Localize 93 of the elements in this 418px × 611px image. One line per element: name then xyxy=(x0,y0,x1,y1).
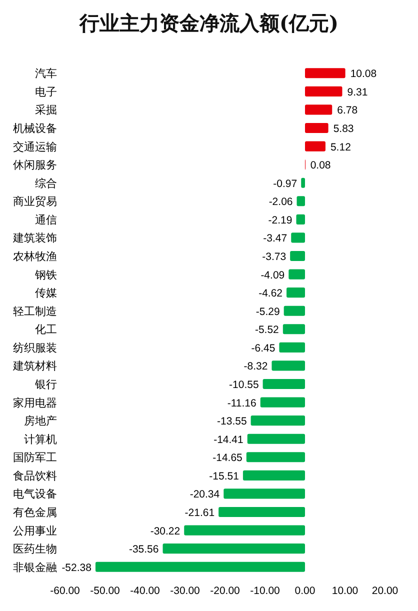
bar xyxy=(305,141,326,152)
data-label: -5.52 xyxy=(254,324,280,336)
bar xyxy=(291,232,305,243)
bar xyxy=(282,324,305,334)
data-label: -35.56 xyxy=(128,544,159,556)
data-label: -30.22 xyxy=(150,525,180,538)
x-tick-label: -40.00 xyxy=(130,585,160,597)
bar xyxy=(305,104,332,115)
data-label: 6.78 xyxy=(337,104,358,117)
data-label: 0.08 xyxy=(310,160,331,172)
y-tick-label: 采掘 xyxy=(35,104,57,117)
data-label: -3.73 xyxy=(262,251,286,263)
y-tick-label: 国防军工 xyxy=(13,451,57,464)
y-tick-label: 综合 xyxy=(35,176,57,190)
y-tick-label: 计算机 xyxy=(24,432,57,446)
data-label: -10.55 xyxy=(229,379,259,391)
data-label: -2.19 xyxy=(268,214,292,226)
data-label: -21.61 xyxy=(184,507,215,519)
y-tick-label: 轻工制造 xyxy=(13,304,57,318)
data-label: -15.51 xyxy=(209,470,240,482)
y-tick-label: 传媒 xyxy=(35,288,57,300)
bar xyxy=(242,470,305,480)
bar xyxy=(260,397,305,408)
bar xyxy=(247,434,305,444)
bar xyxy=(286,288,305,298)
y-tick-label: 通信 xyxy=(35,213,57,226)
bar xyxy=(184,525,305,536)
y-tick-label: 电子 xyxy=(35,85,57,98)
data-label: -13.55 xyxy=(217,416,247,428)
y-tick-label: 农林牧渔 xyxy=(13,250,57,263)
data-label: 9.31 xyxy=(347,86,368,98)
data-label: -4.09 xyxy=(260,269,285,282)
y-tick-label: 纺织服装 xyxy=(13,341,57,354)
data-label: -0.97 xyxy=(273,178,298,190)
bar xyxy=(272,360,305,371)
data-label: -14.65 xyxy=(212,452,243,464)
y-tick-label: 公用事业 xyxy=(13,524,57,538)
bar xyxy=(288,269,305,280)
x-tick-label: -30.00 xyxy=(170,585,200,597)
data-label: -3.47 xyxy=(263,232,288,245)
data-label: 5.12 xyxy=(330,141,352,154)
bar xyxy=(262,378,305,390)
data-label: -5.29 xyxy=(256,306,280,318)
y-tick-label: 房地产 xyxy=(24,414,57,428)
bar xyxy=(162,544,305,554)
bar xyxy=(296,196,305,206)
data-label: -8.32 xyxy=(244,360,268,373)
x-tick-label: 0.00 xyxy=(294,585,316,597)
data-label: 5.83 xyxy=(333,123,354,135)
y-tick-label: 商业贸易 xyxy=(13,195,57,208)
y-tick-label: 汽车 xyxy=(35,67,57,80)
x-tick-label: -20.00 xyxy=(210,585,240,597)
bar xyxy=(301,178,305,188)
bar xyxy=(305,122,328,134)
data-label: -4.62 xyxy=(258,288,283,300)
y-tick-label: 钢铁 xyxy=(34,269,57,282)
x-tick-label: -50.00 xyxy=(90,585,120,597)
y-tick-label: 建筑装饰 xyxy=(12,232,57,245)
bar xyxy=(296,214,305,224)
y-tick-label: 食品饮料 xyxy=(13,469,57,482)
y-tick-label: 家用电器 xyxy=(13,396,57,410)
x-tick-label: 10.00 xyxy=(332,585,358,597)
y-tick-label: 医药生物 xyxy=(13,542,57,556)
y-tick-label: 交通运输 xyxy=(13,140,57,154)
data-label: -14.41 xyxy=(214,434,244,446)
x-tick-label: -10.00 xyxy=(250,585,280,597)
y-tick-label: 非银金融 xyxy=(13,560,57,574)
y-tick-label: 有色金属 xyxy=(13,507,57,519)
x-tick-label: 20.00 xyxy=(372,585,398,597)
data-label: -52.38 xyxy=(62,562,92,574)
data-label: -2.06 xyxy=(268,196,293,208)
y-tick-label: 机械设备 xyxy=(13,122,57,135)
bar xyxy=(246,452,305,462)
y-tick-label: 银行 xyxy=(34,379,57,391)
bar xyxy=(224,488,305,499)
bar xyxy=(279,342,305,352)
y-tick-label: 休闲服务 xyxy=(13,160,57,172)
bar xyxy=(218,506,305,518)
chart-title: 行业主力资金净流入额(亿元) xyxy=(78,11,338,35)
bar xyxy=(284,306,305,316)
data-label: -6.45 xyxy=(251,342,276,354)
y-tick-label: 化工 xyxy=(35,324,57,336)
x-tick-label: -60.00 xyxy=(50,585,80,597)
bar xyxy=(95,562,305,572)
data-label: 10.08 xyxy=(350,68,377,80)
data-label: -20.34 xyxy=(190,488,220,501)
bar xyxy=(290,250,305,262)
y-tick-label: 电气设备 xyxy=(13,488,57,501)
data-label: -11.16 xyxy=(227,397,257,410)
y-tick-label: 建筑材料 xyxy=(12,360,57,373)
bar xyxy=(305,86,342,96)
bar xyxy=(250,416,305,426)
bar xyxy=(305,68,346,78)
